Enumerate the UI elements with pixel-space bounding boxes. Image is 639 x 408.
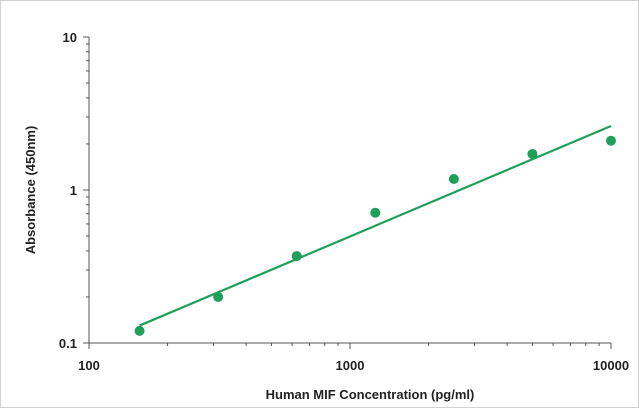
x-tick-label: 10000 xyxy=(593,358,629,373)
data-point xyxy=(370,207,381,218)
fit-line xyxy=(139,124,612,327)
data-point xyxy=(606,135,616,146)
ticks: 0.1 1 10 100 1000 10000 xyxy=(59,30,629,373)
y-tick-label: 0.1 xyxy=(59,336,77,351)
data-point xyxy=(213,291,224,302)
x-axis-title: Human MIF Concentration (pg/ml) xyxy=(266,387,475,402)
x-tick-label: 100 xyxy=(78,358,100,373)
data-point xyxy=(527,148,538,159)
y-tick-label: 1 xyxy=(70,183,77,198)
x-tick-label: 1000 xyxy=(336,358,365,373)
fit-line-group xyxy=(139,124,612,327)
points-group xyxy=(134,135,616,336)
data-point xyxy=(291,251,302,262)
data-point xyxy=(134,325,145,336)
y-tick-label: 10 xyxy=(63,30,77,45)
axes xyxy=(88,37,611,344)
data-point xyxy=(448,174,459,185)
y-axis-title: Absorbance (450nm) xyxy=(23,126,38,255)
